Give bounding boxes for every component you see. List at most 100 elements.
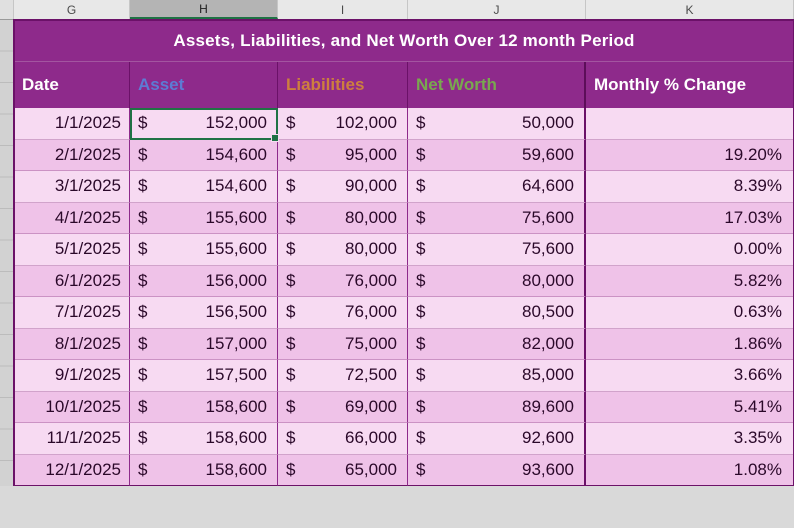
column-header-strip: G H I J K bbox=[0, 0, 794, 20]
date-value: 9/1/2025 bbox=[54, 365, 121, 385]
pct-change-value: 8.39% bbox=[733, 176, 782, 196]
pct-change-cell[interactable]: 0.00% bbox=[586, 234, 794, 266]
liabilities-cell[interactable]: $ 80,000 bbox=[278, 234, 408, 266]
pct-change-value: 5.82% bbox=[733, 270, 782, 290]
liabilities-cell[interactable]: $ 76,000 bbox=[278, 297, 408, 329]
liabilities-cell[interactable]: $ 102,000 bbox=[278, 108, 408, 140]
header-corner bbox=[0, 0, 14, 19]
currency-symbol: $ bbox=[286, 270, 296, 290]
liabilities-cell[interactable]: $ 69,000 bbox=[278, 391, 408, 423]
asset-cell[interactable]: $ 155,600 bbox=[130, 202, 278, 234]
pct-change-cell[interactable]: 1.08% bbox=[586, 455, 794, 486]
date-cell[interactable]: 11/1/2025 bbox=[14, 423, 130, 455]
date-cell[interactable]: 1/1/2025 bbox=[14, 108, 130, 140]
pct-change-cell[interactable]: 5.82% bbox=[586, 266, 794, 297]
net-worth-cell[interactable]: $ 75,600 bbox=[408, 202, 586, 234]
net-worth-cell[interactable]: $ 85,000 bbox=[408, 360, 586, 392]
row-gutter bbox=[0, 20, 14, 486]
asset-cell[interactable]: $ 154,600 bbox=[130, 171, 278, 203]
pct-change-value: 1.86% bbox=[733, 333, 782, 353]
date-cell[interactable]: 12/1/2025 bbox=[14, 454, 130, 486]
currency-symbol: $ bbox=[416, 333, 426, 353]
table-row: 12/1/2025 $ 158,600 $ 65,000 $ 93,600 1.… bbox=[14, 454, 794, 486]
asset-cell[interactable]: $ 155,600 bbox=[130, 234, 278, 266]
asset-cell[interactable]: $ 156,000 bbox=[130, 265, 278, 297]
pct-change-cell[interactable]: 5.41% bbox=[586, 392, 794, 423]
net-worth-cell[interactable]: $ 92,600 bbox=[408, 423, 586, 455]
table-row: 4/1/2025 $ 155,600 $ 80,000 $ 75,600 17.… bbox=[14, 202, 794, 234]
date-cell[interactable]: 3/1/2025 bbox=[14, 171, 130, 203]
date-cell[interactable]: 7/1/2025 bbox=[14, 297, 130, 329]
net-worth-cell[interactable]: $ 89,600 bbox=[408, 391, 586, 423]
liabilities-cell[interactable]: $ 75,000 bbox=[278, 328, 408, 360]
asset-cell[interactable]: $ 157,500 bbox=[130, 360, 278, 392]
net-worth-cell[interactable]: $ 80,500 bbox=[408, 297, 586, 329]
liabilities-cell[interactable]: $ 65,000 bbox=[278, 454, 408, 486]
pct-change-cell[interactable] bbox=[586, 108, 794, 140]
net-worth-value: 59,600 bbox=[522, 144, 574, 164]
pct-change-cell[interactable]: 17.03% bbox=[586, 203, 794, 234]
table-row: 3/1/2025 $ 154,600 $ 90,000 $ 64,600 8.3… bbox=[14, 171, 794, 203]
net-worth-cell[interactable]: $ 93,600 bbox=[408, 454, 586, 486]
asset-cell[interactable]: $ 158,600 bbox=[130, 454, 278, 486]
date-cell[interactable]: 10/1/2025 bbox=[14, 391, 130, 423]
header-date[interactable]: Date bbox=[14, 62, 130, 108]
asset-cell[interactable]: $ 152,000 bbox=[130, 108, 279, 141]
liabilities-value: 80,000 bbox=[345, 207, 397, 227]
net-worth-cell[interactable]: $ 82,000 bbox=[408, 328, 586, 360]
liabilities-cell[interactable]: $ 66,000 bbox=[278, 423, 408, 455]
net-worth-cell[interactable]: $ 80,000 bbox=[408, 265, 586, 297]
currency-symbol: $ bbox=[416, 113, 426, 133]
table-row: 10/1/2025 $ 158,600 $ 69,000 $ 89,600 5.… bbox=[14, 391, 794, 423]
column-header-g[interactable]: G bbox=[14, 0, 130, 19]
date-value: 6/1/2025 bbox=[54, 270, 121, 290]
table-title[interactable]: Assets, Liabilities, and Net Worth Over … bbox=[14, 20, 794, 62]
liabilities-cell[interactable]: $ 90,000 bbox=[278, 171, 408, 203]
column-header-h[interactable]: H bbox=[130, 0, 278, 19]
currency-symbol: $ bbox=[416, 176, 426, 196]
currency-symbol: $ bbox=[286, 207, 296, 227]
date-value: 2/1/2025 bbox=[54, 144, 121, 164]
currency-symbol: $ bbox=[286, 396, 296, 416]
pct-change-cell[interactable]: 3.66% bbox=[586, 360, 794, 392]
header-asset[interactable]: Asset bbox=[130, 62, 278, 108]
header-monthly-pct-change[interactable]: Monthly % Change bbox=[594, 75, 747, 94]
asset-cell[interactable]: $ 154,600 bbox=[130, 139, 278, 171]
date-cell[interactable]: 2/1/2025 bbox=[14, 139, 130, 171]
liabilities-cell[interactable]: $ 95,000 bbox=[278, 139, 408, 171]
date-cell[interactable]: 9/1/2025 bbox=[14, 360, 130, 392]
currency-symbol: $ bbox=[138, 396, 148, 416]
liabilities-cell[interactable]: $ 76,000 bbox=[278, 265, 408, 297]
liabilities-cell[interactable]: $ 72,500 bbox=[278, 360, 408, 392]
header-net-worth[interactable]: Net Worth bbox=[408, 62, 586, 108]
column-header-k[interactable]: K bbox=[586, 0, 794, 19]
asset-cell[interactable]: $ 158,600 bbox=[130, 423, 278, 455]
liabilities-cell[interactable]: $ 80,000 bbox=[278, 202, 408, 234]
currency-symbol: $ bbox=[138, 239, 148, 259]
net-worth-cell[interactable]: $ 59,600 bbox=[408, 139, 586, 171]
pct-change-cell[interactable]: 1.86% bbox=[586, 329, 794, 360]
column-header-j[interactable]: J bbox=[408, 0, 586, 19]
net-worth-cell[interactable]: $ 75,600 bbox=[408, 234, 586, 266]
net-worth-cell[interactable]: $ 50,000 bbox=[408, 108, 586, 140]
net-worth-cell[interactable]: $ 64,600 bbox=[408, 171, 586, 203]
asset-value: 156,500 bbox=[205, 302, 267, 322]
pct-change-cell[interactable]: 19.20% bbox=[586, 140, 794, 171]
date-cell[interactable]: 4/1/2025 bbox=[14, 202, 130, 234]
pct-change-cell[interactable]: 8.39% bbox=[586, 171, 794, 203]
pct-change-value: 17.03% bbox=[724, 207, 782, 227]
column-header-i[interactable]: I bbox=[278, 0, 408, 19]
date-cell[interactable]: 8/1/2025 bbox=[14, 328, 130, 360]
net-worth-value: 89,600 bbox=[522, 396, 574, 416]
currency-symbol: $ bbox=[138, 207, 148, 227]
currency-symbol: $ bbox=[286, 239, 296, 259]
asset-cell[interactable]: $ 157,000 bbox=[130, 328, 278, 360]
asset-cell[interactable]: $ 156,500 bbox=[130, 297, 278, 329]
date-cell[interactable]: 5/1/2025 bbox=[14, 234, 130, 266]
header-liabilities[interactable]: Liabilities bbox=[278, 62, 408, 108]
date-cell[interactable]: 6/1/2025 bbox=[14, 265, 130, 297]
asset-cell[interactable]: $ 158,600 bbox=[130, 391, 278, 423]
pct-change-cell[interactable]: 0.63% bbox=[586, 297, 794, 329]
pct-change-cell[interactable]: 3.35% bbox=[586, 423, 794, 455]
